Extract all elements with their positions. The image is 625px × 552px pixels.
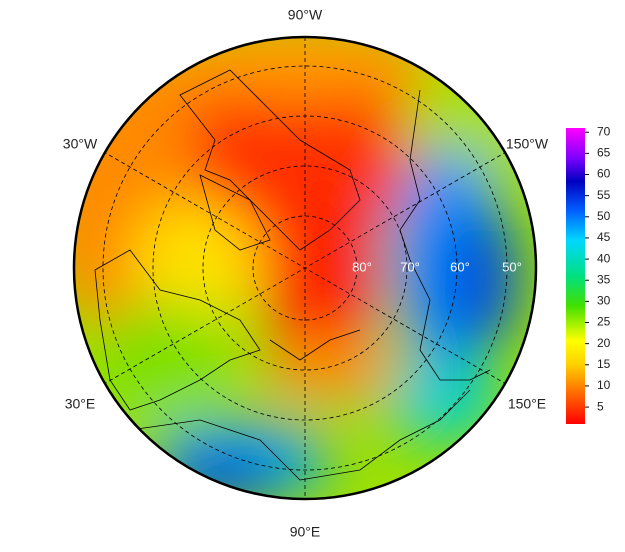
colorbar-ramp [566, 128, 585, 424]
colorbar-tick-label: 70 [597, 124, 611, 138]
colorbar-tick-label: 5 [597, 399, 604, 413]
colorbar: 5 10 15 20 25 30 35 40 45 50 55 60 65 70 [566, 124, 611, 424]
map-border [72, 35, 538, 501]
coastlines [94, 69, 491, 481]
lon-label: 30°W [63, 136, 98, 152]
colorbar-tick-label: 25 [597, 315, 611, 329]
colorbar-tick-label: 55 [597, 188, 611, 202]
colorbar-tick-label: 20 [597, 336, 611, 350]
colorbar-tick-label: 65 [597, 146, 611, 160]
colorbar-tick-label: 40 [597, 251, 611, 265]
colorbar-tick-label: 60 [597, 167, 611, 181]
lon-label: 90°W [288, 7, 323, 23]
colorbar-tick-label: 50 [597, 209, 611, 223]
colorbar-tick-label: 35 [597, 272, 611, 286]
lon-label: 90°E [290, 524, 321, 540]
lon-label: 150°E [508, 396, 546, 412]
lat-label: 50° [502, 259, 522, 274]
colorbar-tick-label: 15 [597, 357, 611, 371]
lon-label: 150°W [506, 136, 549, 152]
graticule [96, 37, 514, 499]
colorbar-tick-label: 45 [597, 230, 611, 244]
field [74, 37, 536, 499]
lat-label: 80° [352, 259, 372, 274]
colorbar-tick-label: 10 [597, 378, 611, 392]
lat-label: 60° [450, 259, 470, 274]
lon-label: 30°E [65, 396, 96, 412]
colorbar-tick-label: 30 [597, 294, 611, 308]
lat-label: 70° [400, 259, 420, 274]
